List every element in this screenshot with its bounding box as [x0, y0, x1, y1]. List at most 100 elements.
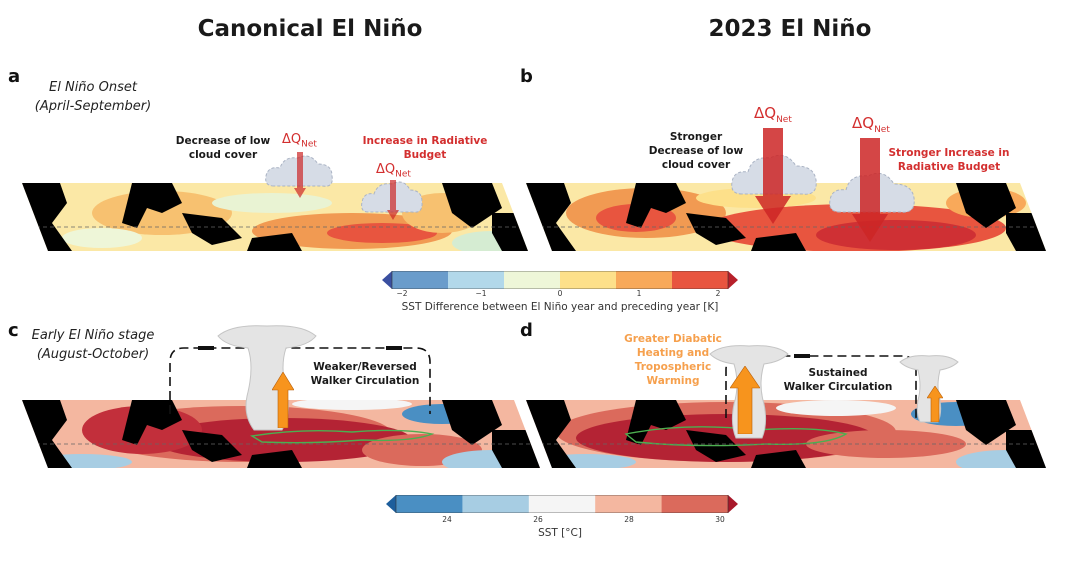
panel-b-cloud-annotation: Stronger Decrease of low cloud cover — [640, 130, 752, 172]
panel-d-warm-pool-contour — [624, 426, 848, 447]
panel-a-dq-arrow-left — [294, 152, 306, 198]
cbar2-tick-0: 24 — [442, 515, 452, 524]
panel-a-land-america-west — [22, 183, 72, 251]
panel-c-land-australia — [247, 450, 302, 468]
panel-b-dq-arrow-left — [755, 128, 791, 224]
c-walker-line2: Walker Circulation — [310, 375, 420, 387]
panel-d-convective-cloud-small — [899, 355, 959, 423]
panel-d-land-america-east — [956, 400, 1016, 445]
d-heat-line1: Greater Diabatic — [624, 333, 722, 345]
panel-b-label: b — [520, 66, 533, 87]
panel-c-land-south-america — [492, 430, 540, 468]
panel-a-dq-label-left: ΔQNet — [282, 132, 317, 150]
dq-symbol: ΔQ — [852, 114, 875, 132]
circulation-loop-icon — [169, 347, 431, 414]
colorbar-segment — [462, 495, 530, 513]
panel-b-sst-map — [526, 183, 1046, 251]
panel-c-land-maritime — [182, 430, 242, 462]
cbar2-tick-3: 30 — [715, 515, 725, 524]
2023-column-title: 2023 El Niño — [708, 16, 872, 42]
a-rad-line2: Budget — [403, 149, 447, 161]
colorbar-segment — [396, 495, 463, 513]
panel-d-walker-loop — [725, 354, 917, 418]
b-rad-line2: Radiative Budget — [897, 161, 1001, 173]
panel-b-land-america-west — [526, 183, 576, 251]
dq-symbol: ΔQ — [282, 132, 302, 147]
panel-a-land-asia — [122, 183, 182, 228]
colorbar-segment — [560, 271, 617, 289]
panel-c-label: c — [8, 320, 19, 341]
panel-a-phase-line1: El Niño Onset — [49, 80, 137, 95]
panel-d-walker-annotation: Sustained Walker Circulation — [778, 366, 898, 394]
panel-d-uplift-arrow-large — [730, 366, 760, 434]
panel-c-walker-annotation: Weaker/Reversed Walker Circulation — [300, 360, 430, 388]
b-rad-line1: Stronger Increase in — [888, 147, 1010, 159]
panel-b-dq-arrow-right — [852, 138, 888, 242]
panel-b-dq-label-left: ΔQNet — [754, 104, 792, 125]
dq-subscript: Net — [395, 169, 411, 180]
sst-colorbar — [386, 495, 738, 513]
colorbar-extend-low — [386, 495, 396, 513]
panel-d-land-america-west — [526, 400, 576, 468]
colorbar-segment — [595, 495, 663, 513]
panel-c-land-asia — [122, 400, 182, 445]
a-cloud-line2: cloud cover — [188, 149, 258, 161]
colorbar-segment — [392, 271, 449, 289]
cbar1-tick-3: 1 — [636, 289, 642, 298]
panel-d-uplift-arrow-small — [927, 386, 943, 422]
panel-c-phase-line1: Early El Niño stage — [31, 328, 155, 343]
panel-b-land-asia — [626, 183, 686, 228]
down-arrow-icon — [387, 180, 399, 220]
dq-subscript: Net — [776, 115, 792, 125]
cbar2-tick-1: 26 — [533, 515, 543, 524]
up-arrow-icon — [730, 366, 760, 434]
up-arrow-icon — [272, 372, 294, 428]
dq-symbol: ΔQ — [376, 162, 396, 177]
panel-a-phase-line2: (April-September) — [34, 99, 152, 114]
d-walker-line1: Sustained — [808, 367, 868, 379]
panel-b-land-australia — [751, 233, 806, 251]
colorbar-border — [395, 495, 729, 513]
cbar1-tick-1: −1 — [475, 289, 487, 298]
cbar1-tick-2: 0 — [557, 289, 563, 298]
colorbar-extend-low — [382, 271, 392, 289]
down-arrow-icon — [294, 152, 306, 198]
panel-d-land-australia — [751, 450, 806, 468]
b-cloud-line1: Stronger — [669, 131, 723, 143]
cbar1-tick-0: −2 — [396, 289, 408, 298]
panel-c-land-america-west — [22, 400, 72, 468]
down-arrow-icon — [852, 138, 888, 242]
colorbar-segment — [661, 495, 729, 513]
sst-difference-colorbar — [382, 271, 738, 289]
colorbar-border — [391, 271, 729, 289]
panel-a-radiative-annotation: Increase in Radiative Budget — [360, 134, 490, 162]
sst-colorbar-title: SST [°C] — [538, 527, 582, 539]
colorbar-extend-high — [728, 495, 738, 513]
b-cloud-line2: Decrease of low — [648, 145, 744, 157]
colorbar-segment — [616, 271, 673, 289]
panel-c-uplift-arrow — [272, 372, 294, 428]
colorbar-segment — [672, 271, 729, 289]
cbar1-tick-4: 2 — [715, 289, 721, 298]
dq-symbol: ΔQ — [754, 104, 777, 122]
canonical-column-title: Canonical El Niño — [197, 16, 423, 42]
panel-a-sst-map — [22, 183, 528, 251]
panel-a-label: a — [8, 66, 21, 87]
panel-c-land-america-east — [442, 400, 502, 445]
dq-subscript: Net — [301, 139, 317, 150]
d-heat-line3: Tropospheric — [634, 361, 712, 373]
panel-b-land-america-east — [956, 183, 1016, 228]
panel-a-dq-arrow-right — [387, 180, 399, 220]
b-cloud-line3: cloud cover — [661, 159, 731, 171]
d-walker-line2: Walker Circulation — [783, 381, 893, 393]
sst-difference-colorbar-title: SST Difference between El Niño year and … — [401, 301, 719, 313]
panel-a-land-america-east — [442, 183, 502, 228]
panel-b-radiative-annotation: Stronger Increase in Radiative Budget — [884, 146, 1014, 174]
panel-a-cloud-annotation: Decrease of low cloud cover — [168, 134, 278, 162]
a-rad-line1: Increase in Radiative — [362, 135, 488, 147]
cbar2-tick-2: 28 — [624, 515, 634, 524]
up-arrow-icon — [927, 386, 943, 422]
a-cloud-line1: Decrease of low — [175, 135, 271, 147]
panel-a-dq-label-right: ΔQNet — [376, 162, 411, 180]
panel-c-warm-pool-contour — [249, 429, 435, 444]
